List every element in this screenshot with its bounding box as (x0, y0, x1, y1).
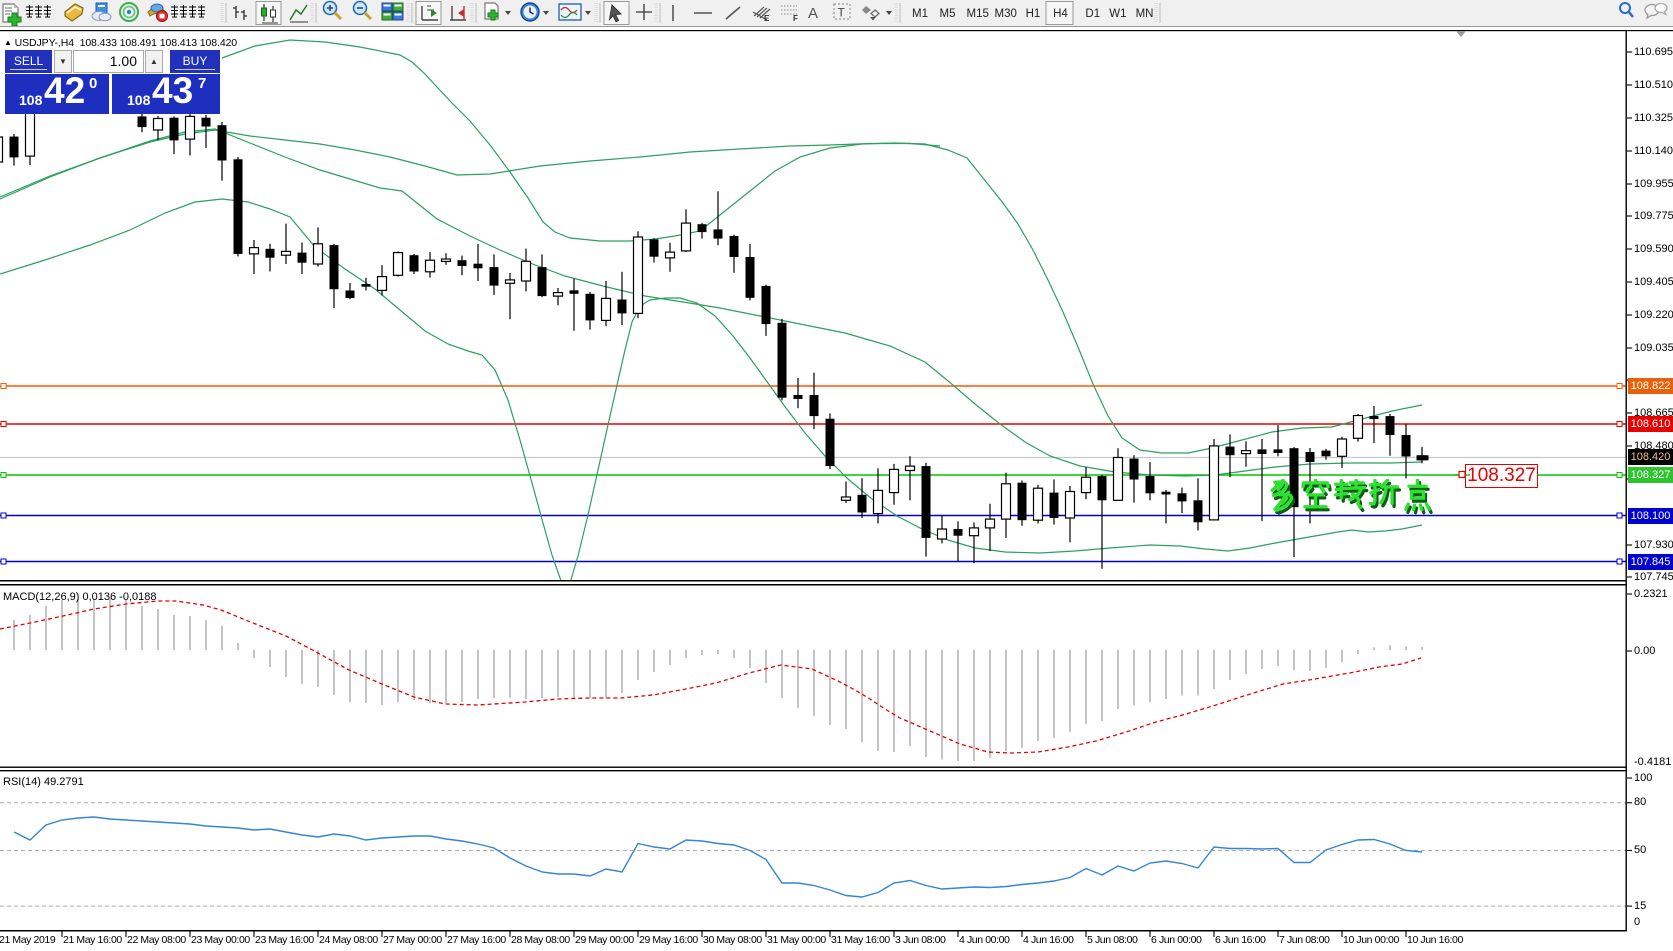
svg-text:D1: D1 (1085, 8, 1100, 20)
svg-text:H1: H1 (1026, 8, 1041, 20)
svg-text:W1: W1 (1109, 8, 1126, 20)
svg-text:M15: M15 (967, 8, 989, 20)
svg-text:F: F (793, 14, 798, 23)
svg-text:MN: MN (1136, 8, 1154, 20)
svg-text:M1: M1 (912, 8, 928, 20)
svg-text:M5: M5 (940, 8, 956, 20)
svg-text:M30: M30 (995, 8, 1017, 20)
svg-text:T: T (838, 6, 846, 20)
svg-text:E: E (764, 14, 770, 23)
svg-text:H4: H4 (1053, 8, 1068, 20)
svg-text:A: A (808, 5, 818, 22)
